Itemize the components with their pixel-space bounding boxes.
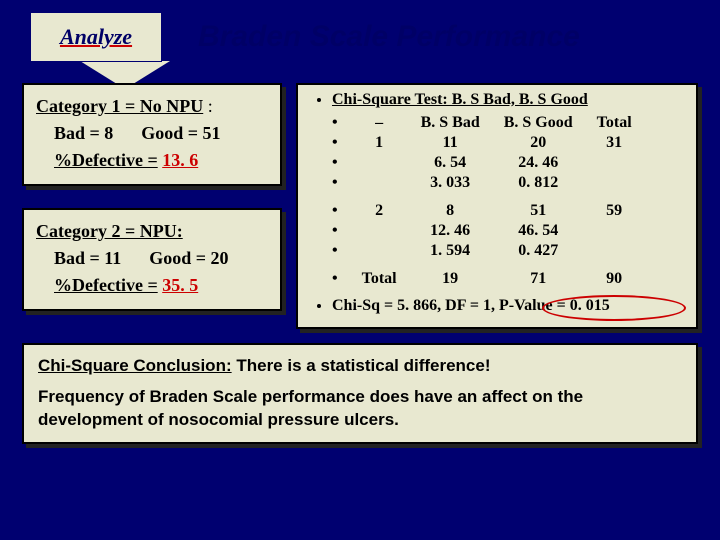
chi-r2-bad: 8 (409, 201, 492, 221)
chi-col3: Total (585, 113, 644, 133)
chi-col1: B. S Bad (409, 113, 492, 133)
chi-total-total: 90 (585, 269, 644, 289)
analyze-box: Analyze (30, 12, 162, 62)
chi-r1-label: 1 (350, 133, 409, 153)
chi-r2b-bad: 12. 46 (409, 221, 492, 241)
chi-table: • – B. S Bad B. S Good Total • 1 11 20 3… (332, 113, 682, 289)
category2-good: Good = 20 (149, 245, 228, 272)
chi-stats: Chi-Sq = 5. 866, DF = 1, P-Value = 0. 01… (332, 297, 610, 314)
header: Analyze Braden Scale Performance (0, 0, 720, 89)
conclusion-line1b: There is a statistical difference! (232, 356, 491, 375)
category1-def-label: %Defective = (54, 150, 158, 170)
page-title: Braden Scale Performance (198, 20, 580, 54)
chi-col0: – (350, 113, 409, 133)
chi-r1-total: 31 (585, 133, 644, 153)
chi-col2: B. S Good (492, 113, 585, 133)
left-column: Category 1 = No NPU : Bad = 8 Good = 51 … (22, 83, 282, 329)
category2-def-value: 35. 5 (162, 275, 198, 295)
chi-r2b-good: 46. 54 (492, 221, 585, 241)
category1-box: Category 1 = No NPU : Bad = 8 Good = 51 … (22, 83, 282, 186)
chi-r1-good: 20 (492, 133, 585, 153)
chi-r2-total: 59 (585, 201, 644, 221)
category1-title: Category 1 = No NPU (36, 96, 203, 116)
category2-box: Category 2 = NPU: Bad = 11 Good = 20 %De… (22, 208, 282, 311)
chi-r2c-bad: 1. 594 (409, 241, 492, 261)
conclusion-box: Chi-Square Conclusion: There is a statis… (22, 343, 698, 444)
chi-r2-good: 51 (492, 201, 585, 221)
category1-bad: Bad = 8 (54, 120, 113, 147)
chi-r1c-bad: 3. 033 (409, 173, 492, 193)
chi-r2-label: 2 (350, 201, 409, 221)
chi-r1b-bad: 6. 54 (409, 153, 492, 173)
chi-total-good: 71 (492, 269, 585, 289)
category2-bad: Bad = 11 (54, 245, 121, 272)
chi-total-bad: 19 (409, 269, 492, 289)
conclusion-label: Chi-Square Conclusion: (38, 356, 232, 375)
category2-def-label: %Defective = (54, 275, 158, 295)
category2-title: Category 2 = NPU: (36, 221, 183, 241)
chi-r2c-good: 0. 427 (492, 241, 585, 261)
category1-def-value: 13. 6 (162, 150, 198, 170)
chi-square-box: Chi-Square Test: B. S Bad, B. S Good • –… (296, 83, 698, 329)
conclusion-line2: Frequency of Braden Scale performance do… (38, 386, 682, 432)
chi-heading: Chi-Square Test: B. S Bad, B. S Good (332, 91, 588, 108)
chi-r1c-good: 0. 812 (492, 173, 585, 193)
chi-r1-bad: 11 (409, 133, 492, 153)
main-row: Category 1 = No NPU : Bad = 8 Good = 51 … (0, 83, 720, 329)
analyze-label: Analyze (60, 24, 132, 50)
analyze-arrow-container: Analyze (30, 8, 170, 89)
chi-total-label: Total (350, 269, 409, 289)
category1-good: Good = 51 (141, 120, 220, 147)
chi-r1b-good: 24. 46 (492, 153, 585, 173)
